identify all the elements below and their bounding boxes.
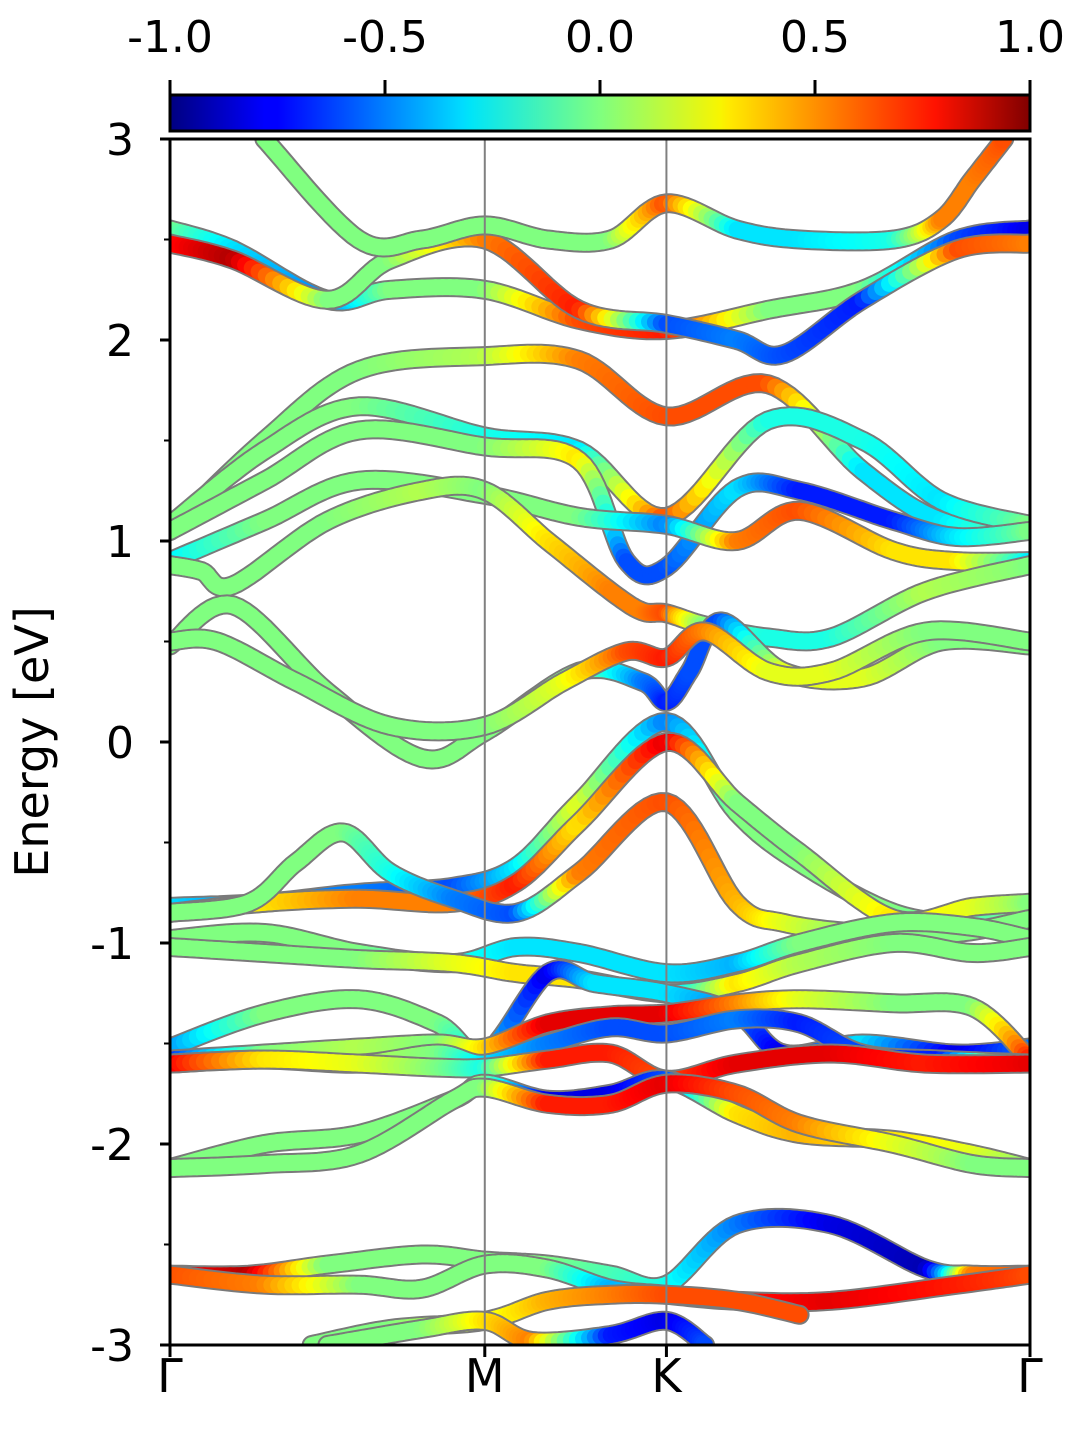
y-tick-label: -2 (90, 1120, 134, 1171)
colorbar-tick-label: -1.0 (127, 12, 213, 63)
x-tick-label: M (465, 1349, 505, 1403)
y-tick-label: 2 (106, 316, 134, 367)
y-tick-label: 0 (106, 718, 134, 769)
x-tick-label: Γ (1017, 1349, 1043, 1403)
band-9 (170, 620, 1030, 742)
band-1 (170, 227, 1030, 366)
x-tick-label: K (651, 1349, 683, 1403)
colorbar: -1.0 -0.5 0.0 0.5 1.0 (127, 12, 1065, 133)
x-tick-label: Γ (157, 1349, 183, 1403)
colorbar-tick-label: -0.5 (342, 12, 428, 63)
high-symmetry-lines (483, 139, 668, 1345)
y-tick-label: 3 (106, 115, 134, 166)
band-2 (254, 139, 1015, 258)
band-20 (170, 1073, 1030, 1179)
colorbar-tick-label: 0.0 (565, 12, 635, 63)
y-tick-label: -3 (90, 1321, 134, 1372)
colorbar-gradient (168, 93, 1032, 133)
colorbar-tick-label: 0.5 (780, 12, 850, 63)
y-axis-label: Energy [eV] (5, 606, 59, 877)
band-23-segment (789, 1306, 808, 1323)
band-18 (170, 1042, 1030, 1090)
y-tick-label: -1 (90, 919, 134, 970)
band-lines (170, 139, 1030, 1345)
y-axis: -3 -2 -1 0 1 2 3 (90, 115, 170, 1372)
y-tick-label: 1 (106, 517, 134, 568)
band-5 (170, 419, 1030, 586)
band-7 (170, 475, 1030, 652)
colorbar-tick-label: 1.0 (995, 12, 1065, 63)
